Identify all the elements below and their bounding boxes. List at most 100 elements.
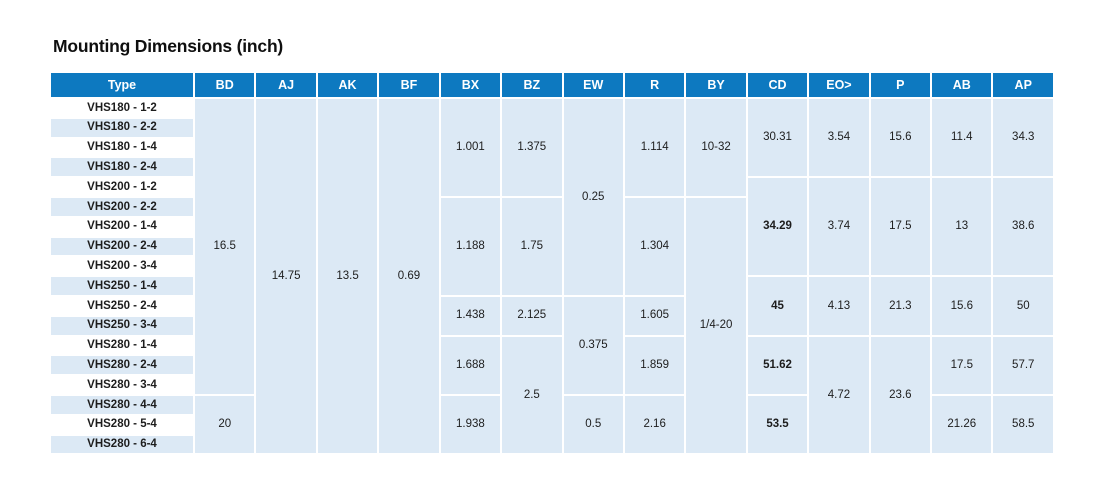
column-header-ab: AB — [932, 73, 992, 97]
value-cell-bz: 2.125 — [502, 296, 562, 335]
value-cell-bz: 2.5 — [502, 336, 562, 454]
table-row: VHS200 - 3-4 — [51, 257, 1053, 276]
value-cell-bx: 1.688 — [440, 336, 501, 394]
value-cell-ab: 17.5 — [932, 336, 992, 394]
table-row: VHS200 - 1-4 — [51, 217, 1053, 236]
value-cell-bx: 1.438 — [440, 296, 501, 335]
value-cell-ab: 15.6 — [932, 277, 992, 335]
value-cell-eo: 4.13 — [809, 277, 869, 335]
column-header-ak: AK — [317, 73, 378, 97]
value-cell-p: 21.3 — [870, 277, 931, 335]
value-cell-aj: 14.75 — [256, 99, 316, 454]
type-cell-vhs20022: VHS200 - 2-2 — [51, 197, 193, 216]
table-body: VHS180 - 1-2 16.5 14.75 13.5 0.69 1.001 1.375 0… — [51, 99, 1053, 454]
type-cell-vhs20024: VHS200 - 2-4 — [51, 237, 193, 256]
type-cell-vhs25024: VHS250 - 2-4 — [51, 296, 193, 315]
table-row: VHS280 - 2-4 — [51, 356, 1053, 375]
table-row: VHS200 - 2-4 — [51, 237, 1053, 256]
column-header-bd: BD — [195, 73, 255, 97]
table-row: VHS180 - 2-4 — [51, 158, 1053, 177]
value-cell-bx: 1.001 — [440, 99, 501, 196]
type-cell-vhs18024: VHS180 - 2-4 — [51, 158, 193, 177]
column-header-ew: EW — [563, 73, 623, 97]
table-row: VHS200 - 2-2 1.188 1.75 1.304 1/4-20 — [51, 197, 1053, 454]
type-cell-vhs28044: VHS280 - 4-4 — [51, 395, 193, 414]
type-cell-vhs20034: VHS200 - 3-4 — [51, 257, 193, 276]
value-cell-ab: 13 — [932, 178, 992, 276]
type-cell-vhs28034: VHS280 - 3-4 — [51, 376, 193, 394]
value-cell-bd: 20 — [195, 395, 255, 454]
value-cell-p: 23.6 — [870, 336, 931, 454]
type-cell-vhs28014: VHS280 - 1-4 — [51, 336, 193, 355]
column-header-r: R — [624, 73, 685, 97]
value-cell-ap: 50 — [993, 277, 1053, 335]
column-header-p: P — [870, 73, 931, 97]
value-cell-ab: 21.26 — [932, 395, 992, 454]
value-cell-ab: 11.4 — [932, 99, 992, 177]
value-cell-ap: 57.7 — [993, 336, 1053, 394]
table-header: Type BD AJ AK BF BX BZ EW R BY CD EO> P AB AP — [51, 73, 1053, 97]
table-row: VHS280 - 5-4 — [51, 415, 1053, 434]
value-cell-by: 10-32 — [686, 99, 746, 196]
table-row: VHS250 - 1-4 45 4.13 21.3 15.6 50 — [51, 277, 1053, 335]
type-cell-vhs20012: VHS200 - 1-2 — [51, 178, 193, 196]
value-cell-p: 15.6 — [870, 99, 931, 177]
column-header-bz: BZ — [502, 73, 562, 97]
value-cell-bz: 1.75 — [502, 197, 562, 295]
table-row: VHS200 - 1-2 34.29 3.74 17.5 13 38.6 — [51, 178, 1053, 276]
value-cell-by: 1/4-20 — [686, 197, 746, 454]
value-cell-ak: 13.5 — [317, 99, 378, 454]
value-cell-eo: 3.54 — [809, 99, 869, 177]
column-header-by: BY — [686, 73, 746, 97]
value-cell-r: 1.114 — [624, 99, 685, 196]
value-cell-ew: 0.5 — [563, 395, 623, 454]
table-row: VHS280 - 1-4 1.688 2.5 1.859 51.62 4.72 23.6 17… — [51, 336, 1053, 454]
value-cell-bz: 1.375 — [502, 99, 562, 196]
type-cell-vhs28064: VHS280 - 6-4 — [51, 435, 193, 454]
table-row: VHS180 - 1-4 — [51, 138, 1053, 157]
value-cell-cd: 53.5 — [747, 395, 808, 454]
value-cell-bx: 1.188 — [440, 197, 501, 295]
type-cell-vhs25014: VHS250 - 1-4 — [51, 277, 193, 295]
value-cell-p: 17.5 — [870, 178, 931, 276]
value-cell-cd: 30.31 — [747, 99, 808, 177]
value-cell-ew: 0.375 — [563, 296, 623, 394]
value-cell-cd: 45 — [747, 277, 808, 335]
value-cell-ap: 34.3 — [993, 99, 1053, 177]
value-cell-cd: 34.29 — [747, 178, 808, 276]
value-cell-r: 1.605 — [624, 296, 685, 335]
type-cell-vhs18012: VHS180 - 1-2 — [51, 99, 193, 117]
type-cell-vhs28024: VHS280 - 2-4 — [51, 356, 193, 375]
table-row: VHS250 - 3-4 — [51, 316, 1053, 335]
table-row: VHS280 - 4-4 20 1.938 0.5 2.16 53.5 21.26 58.5 — [51, 395, 1053, 454]
value-cell-bf: 0.69 — [379, 99, 439, 454]
column-header-type: Type — [51, 73, 193, 97]
column-header-ap: AP — [993, 73, 1053, 97]
value-cell-r: 2.16 — [624, 395, 685, 454]
value-cell-bx: 1.938 — [440, 395, 501, 454]
table-row: VHS280 - 3-4 — [51, 376, 1053, 394]
value-cell-cd: 51.62 — [747, 336, 808, 394]
table-row: VHS180 - 1-2 16.5 14.75 13.5 0.69 1.001 1.375 0… — [51, 99, 1053, 454]
header-row: Type BD AJ AK BF BX BZ EW R BY CD EO> P AB AP — [51, 73, 1053, 97]
value-cell-eo: 3.74 — [809, 178, 869, 276]
column-header-bf: BF — [379, 73, 439, 97]
column-header-cd: CD — [747, 73, 808, 97]
table-row: VHS180 - 2-2 — [51, 118, 1053, 137]
value-cell-bd: 16.5 — [195, 99, 255, 394]
table-row: VHS280 - 6-4 — [51, 435, 1053, 454]
table-row: VHS250 - 2-4 1.438 2.125 0.375 1.605 — [51, 296, 1053, 394]
mounting-dimensions-table: Type BD AJ AK BF BX BZ EW R BY CD EO> P AB AP VHS180 -… — [49, 71, 1055, 456]
type-cell-vhs28054: VHS280 - 5-4 — [51, 415, 193, 434]
value-cell-r: 1.859 — [624, 336, 685, 394]
column-header-aj: AJ — [256, 73, 316, 97]
type-cell-vhs25034: VHS250 - 3-4 — [51, 316, 193, 335]
value-cell-ap: 38.6 — [993, 178, 1053, 276]
type-cell-vhs18022: VHS180 - 2-2 — [51, 118, 193, 137]
value-cell-r: 1.304 — [624, 197, 685, 295]
value-cell-eo: 4.72 — [809, 336, 869, 454]
type-cell-vhs20014: VHS200 - 1-4 — [51, 217, 193, 236]
page-title: Mounting Dimensions (inch) — [53, 36, 284, 56]
type-cell-vhs18014: VHS180 - 1-4 — [51, 138, 193, 157]
